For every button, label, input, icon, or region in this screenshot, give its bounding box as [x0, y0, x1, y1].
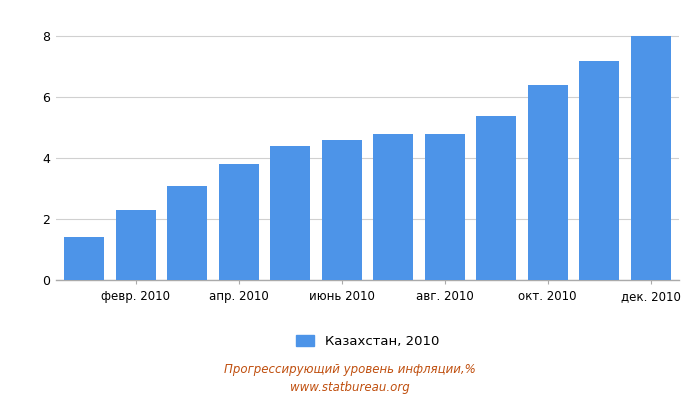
- Bar: [476, 116, 517, 280]
- Bar: [631, 36, 671, 280]
- Bar: [579, 61, 620, 280]
- Text: www.statbureau.org: www.statbureau.org: [290, 382, 410, 394]
- Bar: [373, 134, 413, 280]
- Bar: [322, 140, 362, 280]
- Bar: [64, 237, 104, 280]
- Bar: [528, 85, 568, 280]
- Bar: [116, 210, 156, 280]
- Bar: [425, 134, 465, 280]
- Bar: [218, 164, 259, 280]
- Bar: [167, 186, 207, 280]
- Text: Прогрессирующий уровень инфляции,%: Прогрессирующий уровень инфляции,%: [224, 364, 476, 376]
- Bar: [270, 146, 310, 280]
- Legend: Казахстан, 2010: Казахстан, 2010: [296, 335, 439, 348]
